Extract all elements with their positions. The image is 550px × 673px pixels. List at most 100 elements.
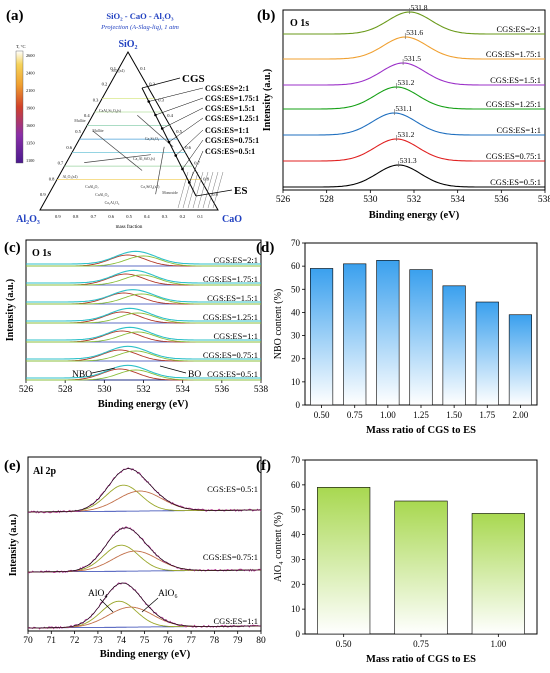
series-label: CGS:ES=1:1 <box>497 125 541 135</box>
hatch-line <box>207 171 219 209</box>
ternary-tick-bottom: 0.1 <box>197 214 203 219</box>
ratio-labels: CGS:ES=2:1CGS:ES=1.75:1CGS:ES=1.5:1CGS:E… <box>205 84 259 156</box>
colorbar-tick: 1900 <box>26 106 35 111</box>
o1s-curve <box>283 11 545 35</box>
fit-envelope <box>26 289 261 303</box>
phase-label: Ca₂Si₃O₉ <box>145 137 160 141</box>
es-pointer <box>195 189 233 197</box>
x-tick-label: 530 <box>363 195 378 205</box>
x-tick-label: 80 <box>256 636 266 646</box>
o1s-curve <box>283 164 545 188</box>
bar <box>310 268 334 406</box>
ternary-tick-right: 0.5 <box>176 129 182 134</box>
temperature-colorbar <box>15 50 24 164</box>
colorbar-ticks: 2600 2400 2100 1900 1600 1350 1100 <box>26 53 35 163</box>
bar <box>317 487 371 635</box>
bo-component <box>26 255 261 267</box>
x-tick-label: 526 <box>276 195 291 205</box>
ternary-tick-right: 0.1 <box>140 66 146 71</box>
x-tick-label: 1.00 <box>380 410 396 420</box>
x-tick-label: 526 <box>19 385 34 395</box>
fit-envelope <box>26 250 261 265</box>
bar <box>376 260 400 406</box>
ternary-tick-bottom: 0.3 <box>162 214 168 219</box>
x-tick-label: 76 <box>163 636 173 646</box>
series-label: CGS:ES=0.5:1 <box>207 484 258 494</box>
x-tick-label: 1.00 <box>490 639 506 649</box>
panel-c-xlabel: Binding energy (eV) <box>98 399 189 410</box>
x-tick-label: 1.75 <box>479 410 495 420</box>
panel-e-ylabel: Intensity (a.u.) <box>8 514 19 577</box>
o1s-xps-overlay-panel: (b) 526 528 530 532 534 536 538 O 1s Binding ener… <box>257 3 550 221</box>
ternary-tick-bottom: 0.5 <box>126 214 132 219</box>
cgs-pointer <box>141 77 181 89</box>
ratio-label: CGS:ES=1:1 <box>205 126 249 135</box>
o1s-curve <box>283 36 545 60</box>
x-tick-label: 532 <box>407 195 422 205</box>
bar <box>394 500 448 635</box>
nbo-label: NBO <box>72 370 92 380</box>
phase-label: Ca₂Al₂SiO₇(s) <box>133 157 156 161</box>
bar <box>343 263 367 406</box>
ratio-pointer-lines <box>141 77 233 197</box>
ternary-tick-right: 0.3 <box>158 97 164 102</box>
alo6-label: AlO₆ <box>158 589 178 599</box>
y-tick-label: 30 <box>291 554 301 564</box>
bar <box>508 314 532 406</box>
series-label: CGS:ES=2:1 <box>214 255 258 265</box>
peak-label: 531.3 <box>400 156 417 165</box>
alo6-pointer <box>141 597 159 613</box>
series-label: CGS:ES=1.5:1 <box>207 293 258 303</box>
es-label: ES <box>234 185 247 197</box>
phase-label: SiO₂(s4) <box>111 69 125 73</box>
ternary-tick-right: 0.6 <box>185 145 191 150</box>
x-tick-label: 534 <box>176 385 191 395</box>
o1s-xps-deconvolution-panel: (c) 526 528 530 532 534 536 538 O 1s Binding ener… <box>4 239 268 410</box>
ternary-tick-bottom: 0.8 <box>73 214 79 219</box>
x-tick-label: 78 <box>210 636 220 646</box>
y-tick-label: 40 <box>291 307 301 317</box>
series-label: CGS:ES=0.75:1 <box>203 350 258 360</box>
ternary-tick-bottom: 0.4 <box>144 214 150 219</box>
panel-b-inset-label: O 1s <box>290 18 309 29</box>
fit-envelope <box>26 345 261 360</box>
ternary-ticks: 0.9 0.8 0.7 0.6 0.5 0.4 0.3 0.2 0.1 0.9 0.8 0.7 0.6 0… <box>40 66 219 219</box>
bo-component <box>26 293 261 305</box>
x-tick-label: 79 <box>233 636 243 646</box>
ratio-label: CGS:ES=2:1 <box>205 84 249 93</box>
series-label: CGS:ES=0.5:1 <box>207 369 258 379</box>
nbo-content-bar-panel: (d) 0 10 20 30 40 50 60 70 0.50 0.75 1.00 1.25 1.50 1.… <box>256 238 538 436</box>
ternary-tick-bottom: 0.9 <box>55 214 61 219</box>
phase-label: Mullite <box>74 119 85 123</box>
y-tick-label: 20 <box>291 354 301 364</box>
ternary-triangle <box>39 50 219 211</box>
hatch-line <box>197 171 209 209</box>
o1s-curve <box>283 138 545 162</box>
x-tick-label: 72 <box>70 636 80 646</box>
phase-label: CaAl₂O₄ <box>95 193 109 197</box>
peak-label: 531.8 <box>411 3 428 12</box>
panel-c-tag: (c) <box>4 240 21 256</box>
ternary-phase-labels: SiO₂(s4) Mullite CaAl₂Si₂O₈(s) Mullite Al₂O₃… <box>62 69 178 205</box>
fit-envelope <box>26 269 261 284</box>
o1s-curve <box>283 86 545 110</box>
bo-component <box>26 369 261 381</box>
peak-label: 531.1 <box>395 104 412 113</box>
y-tick-label: 60 <box>291 261 301 271</box>
x-tick-label: 0.75 <box>347 410 363 420</box>
al2p-xps-deconvolution-panel: (e) 70 71 72 73 74 75 76 77 78 79 80 Al 2p Binding en… <box>4 456 266 660</box>
phase-label: Ca₃Al₂O₆ <box>105 201 120 205</box>
ternary-tick-left: 0.8 <box>49 176 55 181</box>
x-tick-label: 528 <box>58 385 73 395</box>
series-label: CGS:ES=0.75:1 <box>486 151 541 161</box>
apex-cao-label: CaO <box>222 214 242 225</box>
x-axis-label: Mass ratio of CGS to ES <box>366 425 476 436</box>
ratio-label: CGS:ES=1.5:1 <box>205 104 255 113</box>
ternary-xlabel: mass fraction <box>116 225 143 230</box>
ternary-tick-left: 0.2 <box>102 82 108 87</box>
ternary-tick-bottom: 0.6 <box>108 214 114 219</box>
raw-spectrum <box>27 526 262 574</box>
x-tick-label: 536 <box>215 385 230 395</box>
y-tick-label: 60 <box>291 480 301 490</box>
